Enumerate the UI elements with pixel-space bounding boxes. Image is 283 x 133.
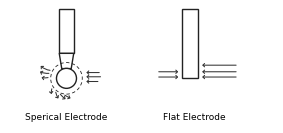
Polygon shape	[59, 9, 74, 53]
Text: Flat Electrode: Flat Electrode	[163, 113, 226, 122]
Text: Sperical Electrode: Sperical Electrode	[25, 113, 108, 122]
Circle shape	[57, 68, 76, 88]
Polygon shape	[59, 53, 74, 69]
Polygon shape	[182, 9, 198, 78]
